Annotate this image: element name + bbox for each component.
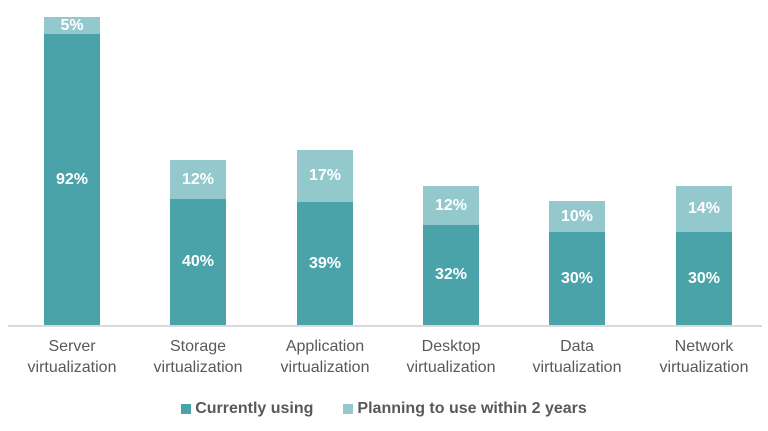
value-label: 14%	[687, 200, 721, 217]
bar-segment-planning: 17%	[297, 150, 353, 202]
bar-server: 5% 92%	[44, 17, 100, 325]
bar-segment-planning: 14%	[676, 186, 732, 232]
category-label-desktop: Desktop virtualization	[406, 338, 496, 376]
bar-desktop: 12% 32%	[423, 186, 479, 325]
legend-label: Currently using	[195, 400, 314, 417]
category-label-network: Network virtualization	[659, 338, 749, 376]
bar-segment-planning: 5%	[44, 17, 100, 34]
bar-segment-current: 32%	[423, 225, 479, 325]
bar-storage: 12% 40%	[170, 160, 226, 325]
value-label: 40%	[181, 253, 215, 270]
bar-network: 14% 30%	[676, 186, 732, 325]
bar-segment-current: 39%	[297, 202, 353, 325]
value-label: 32%	[434, 266, 468, 283]
category-label-data: Data virtualization	[532, 338, 622, 376]
bar-segment-planning: 10%	[549, 201, 605, 232]
value-label: 5%	[60, 16, 84, 34]
bar-data: 10% 30%	[549, 201, 605, 325]
category-label-storage: Storage virtualization	[153, 338, 243, 376]
legend-label: Planning to use within 2 years	[357, 400, 587, 417]
value-label: 10%	[560, 207, 594, 225]
category-label-server: Server virtualization	[27, 338, 117, 376]
bar-segment-current: 92%	[44, 34, 100, 325]
legend-swatch-icon	[343, 404, 354, 414]
category-label-application: Application virtualization	[280, 338, 370, 376]
value-label: 92%	[55, 170, 89, 188]
value-label: 12%	[434, 196, 468, 214]
value-label: 30%	[687, 269, 721, 287]
legend-swatch-icon	[181, 404, 192, 414]
legend: Currently using Planning to use within 2…	[0, 400, 768, 418]
bar-segment-current: 30%	[676, 232, 732, 325]
bar-segment-current: 30%	[549, 232, 605, 325]
legend-item-current: Currently using	[181, 400, 313, 418]
value-label: 17%	[308, 167, 342, 184]
value-label: 39%	[308, 254, 342, 272]
bar-segment-planning: 12%	[170, 160, 226, 199]
value-label: 12%	[181, 170, 215, 188]
x-axis-line	[8, 325, 762, 327]
legend-item-planning: Planning to use within 2 years	[343, 400, 587, 418]
bar-application: 17% 39%	[297, 150, 353, 325]
value-label: 30%	[560, 269, 594, 287]
bar-segment-planning: 12%	[423, 186, 479, 225]
bar-segment-current: 40%	[170, 199, 226, 325]
